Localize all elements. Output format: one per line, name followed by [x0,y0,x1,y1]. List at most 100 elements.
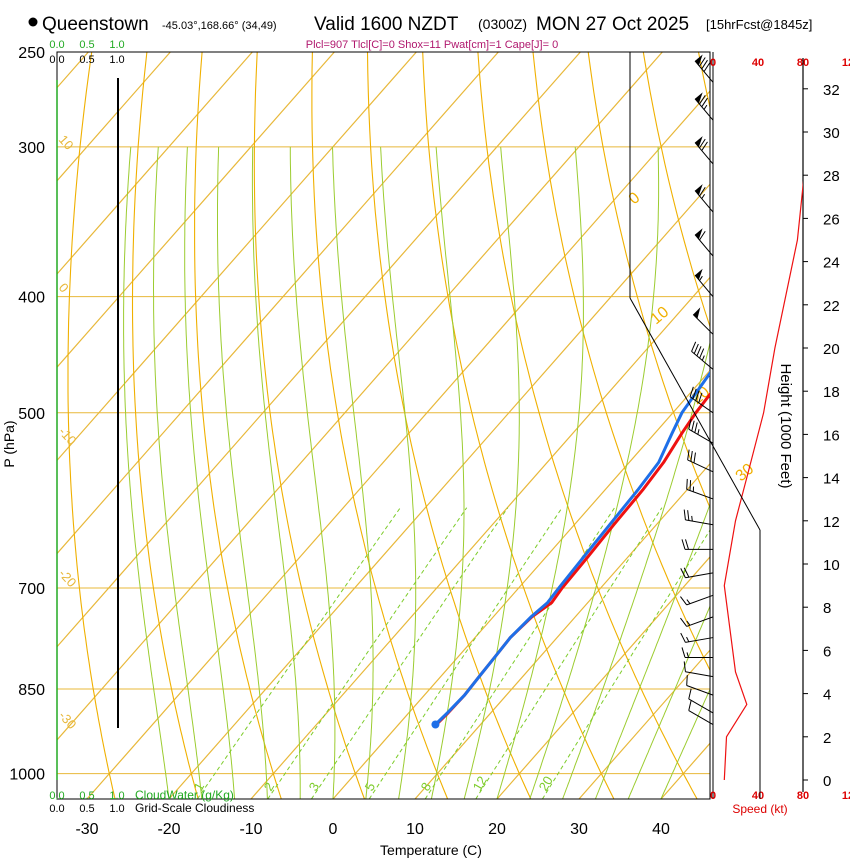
mixing-ratio-label: 12 [470,773,490,793]
temperature-tick-label: 10 [406,821,424,838]
barb-half-flag [687,600,690,604]
panel-edge-upper [630,298,760,530]
mixing-ratio-label: 20 [536,773,556,793]
cloudiness-tick-top: 0.5 [79,54,94,66]
barb-flag [682,539,685,549]
isotherm-line [743,52,850,799]
temperature-tick-label: -20 [157,821,180,838]
barb-half-flag [687,637,689,642]
adiabat-label: 0 [626,189,644,208]
temperature-tick-label: 30 [570,821,588,838]
mixing-ratio-label: 5 [362,780,379,794]
isotherm-line [0,52,416,799]
height-tick-label: 20 [823,341,840,358]
barb-staff [685,520,713,525]
barb-flag [690,480,691,490]
pressure-tick-label: 250 [18,45,45,62]
barb-half-flag [702,356,704,361]
height-tick-label: 16 [823,427,840,444]
speed-tick-bottom: 80 [797,790,809,802]
pressure-tick-label: 400 [18,290,45,307]
barb-staff [688,460,713,472]
barb-half-flag [704,105,707,109]
barb-half-flag [702,194,705,198]
dry-adiabat [588,52,850,799]
barb-staff [687,617,713,627]
isotherm-label: 10 [56,132,77,153]
barb-flag [694,453,696,463]
pressure-tick-label: 300 [18,140,45,157]
barb-staff [685,638,713,643]
barb-flag [691,451,693,461]
temperature-tick-label: 40 [652,821,670,838]
mixing-ratio-line [311,508,507,799]
speed-clip [724,67,814,780]
barb-flag [695,422,697,432]
plot-frame [57,52,710,799]
mixing-ratio-label: 8 [418,780,435,794]
cloud-water-tick-bottom: 1.0 [109,790,124,802]
cloud-water-tick-top: 0.0 [49,39,64,51]
speed-tick-top: 80 [797,57,809,69]
cloud-water-tick-bottom: 0.0 [49,790,64,802]
surface-point [431,721,439,729]
barb-flag [692,421,694,431]
height-tick-label: 2 [823,730,831,747]
barb-flag [689,700,691,710]
wind-barb [682,539,713,549]
barb-flag [681,633,686,642]
moist-adiabat [563,147,743,799]
cloud-water-label: CloudWater (g/Kg) [135,788,234,802]
height-tick-label: 18 [823,384,840,401]
height-axis-title: Height (1000 Feet) [777,363,794,488]
isotherm-label: -10 [56,424,80,448]
barb-flag [687,479,688,489]
barb-flag [688,510,689,520]
utc-time: (0300Z) [478,16,527,32]
temperature-tick-label: -30 [75,821,98,838]
isotherm-line [497,52,850,799]
plot-area [0,52,850,799]
barb-flag [694,344,698,354]
speed-tick-top: 0 [710,57,716,69]
mixing-ratio-label: 3 [306,780,323,794]
mixing-ratio-label: 2 [261,780,278,794]
barb-flag [680,597,686,605]
isotherm-line [87,52,744,799]
speed-tick-top: 40 [752,57,764,69]
cloud-water-tick-top: 0.5 [79,39,94,51]
mixing-ratio-line [425,508,614,799]
cloud-water-tick-bottom: 0.5 [79,790,94,802]
dry-adiabat [133,52,199,799]
wind-barb [689,700,713,724]
barb-half-flag [700,276,703,280]
dry-adiabat [368,52,531,799]
barb-flag [684,510,685,520]
wind-barb [680,595,713,605]
barb-half-flag [692,516,693,521]
speed-tick-bottom: 0 [710,790,716,802]
pressure-tick-label: 1000 [9,767,45,784]
barb-staff [689,711,713,725]
speed-axis-title: Speed (kt) [732,802,787,816]
pressure-tick-label: 850 [18,682,45,699]
dry-adiabat [68,52,115,799]
forecast-tag: [15hrFcst@1845z] [706,17,812,32]
dry-adiabat [312,52,448,799]
adiabat-label: 30 [733,461,758,486]
speed-tick-bottom: 12 [842,790,850,802]
barb-staff [687,595,713,605]
height-tick-label: 24 [823,255,840,272]
sounding-params: Plcl=907 Tlcl[C]=0 Shox=11 Pwat[cm]=1 Ca… [306,39,558,51]
speed-tick-bottom: 40 [752,790,764,802]
location-coords: -45.03°,168.66° (34,49) [162,20,277,32]
moist-adiabat [464,147,519,799]
y-axis-title: P (hPa) [1,420,17,467]
height-tick-label: 12 [823,514,840,531]
temperature-tick-label: 20 [488,821,506,838]
height-tick-label: 22 [823,298,840,315]
isotherm-label: -30 [56,708,80,732]
wind-barb [684,510,713,525]
cloudiness-tick-top: 1.0 [109,54,124,66]
